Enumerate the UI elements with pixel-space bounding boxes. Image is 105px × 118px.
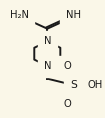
Text: O: O bbox=[64, 61, 72, 71]
Text: NH: NH bbox=[66, 10, 81, 20]
Text: H₂N: H₂N bbox=[10, 10, 29, 20]
Text: OH: OH bbox=[88, 80, 103, 90]
Text: O: O bbox=[64, 99, 72, 109]
Text: S: S bbox=[70, 80, 77, 90]
Text: N: N bbox=[44, 36, 51, 46]
Text: N: N bbox=[44, 61, 51, 71]
